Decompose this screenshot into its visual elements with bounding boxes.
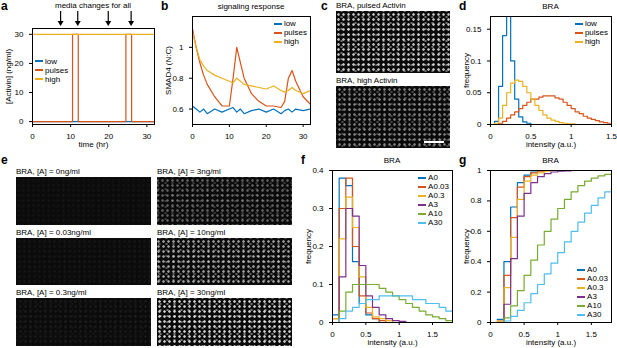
- html-text:A0.03: A0.03: [428, 182, 449, 191]
- html-text:A0: A0: [428, 173, 438, 182]
- svg-text:0: 0: [477, 318, 482, 327]
- svg-text:1: 1: [477, 166, 482, 175]
- svg-text:1: 1: [396, 330, 402, 340]
- svg-text:frequency: frequency: [304, 229, 313, 264]
- svg-text:0.4: 0.4: [470, 257, 482, 266]
- svg-text:20: 20: [262, 132, 271, 141]
- html-text:high: high: [584, 37, 600, 46]
- svg-text:0: 0: [190, 132, 195, 141]
- svg-text:0.6: 0.6: [470, 227, 482, 236]
- svg-text:0.2: 0.2: [312, 242, 324, 251]
- html-text:c: c: [321, 0, 328, 13]
- html-text:high: high: [283, 37, 299, 46]
- svg-text:intensity (a.u.): intensity (a.u.): [526, 140, 577, 149]
- html-text:high: high: [45, 74, 61, 84]
- svg-text:frequency: frequency: [462, 53, 471, 88]
- html-text:BRA, [A] = 10ng/ml: BRA, [A] = 10ng/ml: [157, 227, 226, 237]
- html-text:low: low: [45, 56, 57, 66]
- svg-text:0: 0: [319, 318, 324, 327]
- svg-text:0.1: 0.1: [312, 280, 324, 289]
- html-text:BRA, high Activin: BRA, high Activin: [336, 76, 398, 85]
- html-text:A30: A30: [428, 218, 443, 227]
- svg-text:0: 0: [30, 132, 35, 141]
- html-text:pulses: pulses: [584, 28, 608, 37]
- html-text:A10: A10: [587, 301, 602, 310]
- html-text:low: low: [283, 19, 296, 28]
- html-text:A0.3: A0.3: [587, 283, 604, 292]
- html-text:f: f: [301, 153, 305, 167]
- svg-text:1.5: 1.5: [606, 132, 617, 141]
- html-text:BRA, pulsed Activin: BRA, pulsed Activin: [336, 1, 406, 10]
- html-text:pulses: pulses: [283, 28, 307, 37]
- svg-text:0: 0: [488, 132, 493, 141]
- svg-text:0.15: 0.15: [466, 25, 482, 34]
- svg-text:30: 30: [15, 30, 24, 39]
- html-text:BRA, [A] = 0ng/ml: BRA, [A] = 0ng/ml: [16, 167, 80, 176]
- svg-text:30: 30: [299, 132, 308, 141]
- svg-text:0.8: 0.8: [172, 74, 184, 83]
- svg-text:0.5: 0.5: [518, 330, 530, 340]
- svg-text:0.8: 0.8: [470, 196, 482, 205]
- svg-text:20: 20: [15, 59, 24, 68]
- svg-text:0.6: 0.6: [172, 105, 184, 114]
- svg-text:time (hr): time (hr): [79, 140, 109, 149]
- html-text:BRA: BRA: [542, 2, 559, 11]
- html-text:BRA, [A] = 3ng/ml: BRA, [A] = 3ng/ml: [157, 167, 221, 176]
- html-text:BRA: BRA: [383, 156, 401, 165]
- svg-text:1: 1: [555, 330, 560, 340]
- svg-text:0.05: 0.05: [466, 88, 482, 97]
- svg-text:media changes for all: media changes for all: [55, 1, 131, 10]
- html-text:A0.03: A0.03: [587, 274, 608, 283]
- html-text:e: e: [1, 153, 8, 167]
- html-text:BRA, [A] = 0.03ng/ml: BRA, [A] = 0.03ng/ml: [16, 227, 91, 237]
- svg-text:0.3: 0.3: [312, 204, 324, 213]
- svg-text:20: 20: [104, 132, 114, 142]
- html-text:low: low: [584, 19, 597, 28]
- svg-text:0: 0: [488, 330, 493, 339]
- svg-text:0.5: 0.5: [360, 330, 372, 340]
- html-text:A30: A30: [587, 310, 602, 319]
- svg-text:intensity (a.u.): intensity (a.u.): [526, 338, 577, 347]
- html-text:A0.3: A0.3: [428, 191, 445, 200]
- svg-text:1.5: 1.5: [586, 330, 598, 339]
- svg-text:SMAD4 (N:C): SMAD4 (N:C): [164, 46, 173, 95]
- svg-text:1: 1: [179, 43, 184, 52]
- html-text:a: a: [1, 0, 8, 13]
- html-text:BRA, [A] = 30ng/ml: BRA, [A] = 30ng/ml: [157, 288, 226, 298]
- svg-text:30: 30: [142, 132, 151, 141]
- svg-text:frequency: frequency: [462, 229, 471, 264]
- svg-text:10: 10: [66, 132, 75, 141]
- html-text:g: g: [459, 153, 467, 167]
- html-text:A10: A10: [428, 209, 443, 218]
- html-text:A3: A3: [587, 292, 597, 301]
- html-text:BRA: BRA: [542, 156, 559, 165]
- html-text:b: b: [161, 0, 169, 13]
- svg-text:0.2: 0.2: [470, 288, 482, 297]
- svg-text:1: 1: [568, 132, 574, 142]
- svg-text:10: 10: [15, 88, 24, 97]
- svg-text:10: 10: [225, 132, 234, 141]
- html-text:BRA, [A] = 0.3ng/ml: BRA, [A] = 0.3ng/ml: [16, 288, 87, 298]
- html-text:signaling response: signaling response: [217, 2, 285, 11]
- html-text:d: d: [459, 0, 467, 13]
- html-text:pulses: pulses: [45, 65, 69, 75]
- svg-text:1.5: 1.5: [427, 330, 439, 339]
- svg-text:0: 0: [477, 120, 482, 129]
- svg-text:0.4: 0.4: [312, 166, 324, 175]
- svg-text:[Activin] (ng/ml): [Activin] (ng/ml): [4, 49, 13, 104]
- svg-text:0: 0: [330, 330, 335, 339]
- html-text:A0: A0: [587, 265, 597, 274]
- html-text:A3: A3: [428, 200, 438, 209]
- svg-text:intensity (a.u.): intensity (a.u.): [367, 338, 418, 347]
- svg-text:0.5: 0.5: [525, 132, 537, 142]
- svg-text:0: 0: [19, 117, 24, 126]
- svg-text:0.1: 0.1: [470, 57, 482, 66]
